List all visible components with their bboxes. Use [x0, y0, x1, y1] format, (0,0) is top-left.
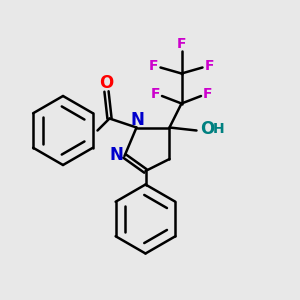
- Text: F: F: [177, 38, 186, 51]
- Text: O: O: [200, 120, 215, 138]
- Text: N: N: [109, 146, 123, 164]
- Text: F: F: [151, 88, 160, 101]
- Text: H: H: [213, 122, 225, 136]
- Text: O: O: [99, 74, 114, 92]
- Text: F: F: [204, 59, 214, 73]
- Text: F: F: [203, 88, 212, 101]
- Text: N: N: [130, 111, 144, 129]
- Text: F: F: [149, 59, 159, 73]
